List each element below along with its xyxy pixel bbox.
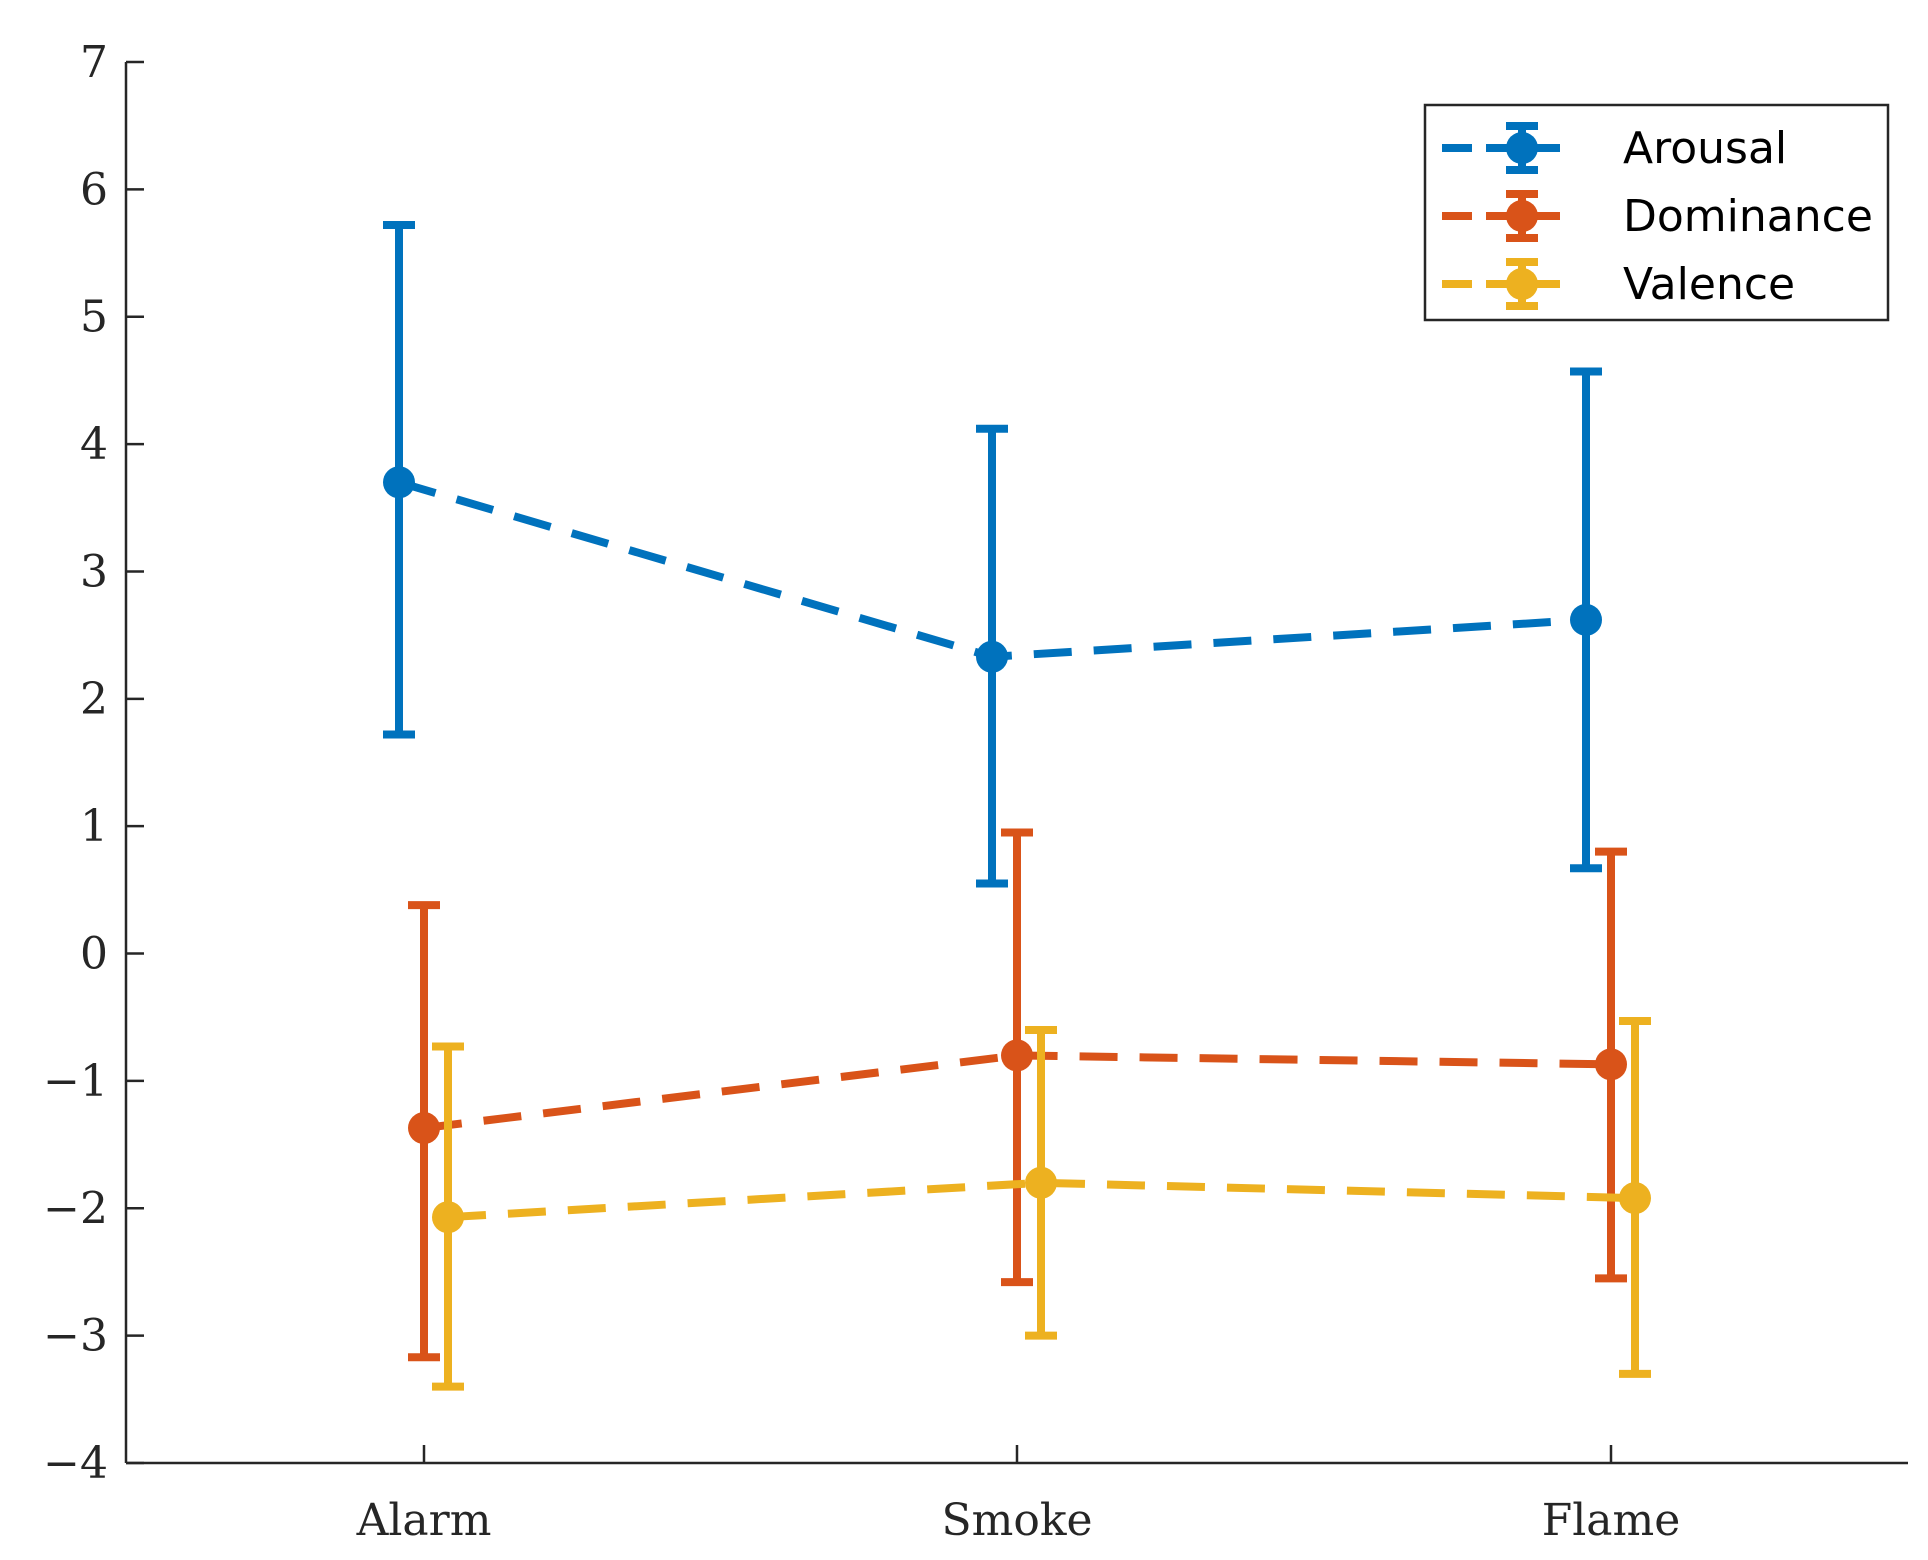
y-tick-label: 6 <box>80 164 108 215</box>
series-arousal <box>383 221 1602 888</box>
data-point <box>432 1201 464 1234</box>
data-point <box>1595 1048 1627 1081</box>
y-tick-label: −1 <box>43 1056 108 1107</box>
y-tick-label: −4 <box>43 1438 108 1489</box>
y-tick-label: 4 <box>80 419 108 470</box>
legend-entry-valence: Valence <box>1442 258 1795 310</box>
series-valence <box>432 1017 1651 1391</box>
legend-marker <box>1506 132 1538 164</box>
y-tick-label: 0 <box>80 929 108 980</box>
legend-entry-arousal: Arousal <box>1442 122 1787 174</box>
legend-marker <box>1506 200 1538 232</box>
y-tick-label: 5 <box>80 292 108 343</box>
x-tick-label: Flame <box>1542 1495 1681 1546</box>
x-tick-label: Smoke <box>941 1495 1092 1546</box>
data-point <box>1001 1039 1033 1072</box>
x-tick-label: Alarm <box>356 1495 492 1546</box>
data-point <box>1570 603 1602 636</box>
y-tick-label: −3 <box>43 1311 108 1362</box>
data-point <box>976 640 1008 673</box>
legend-entry-dominance: Dominance <box>1442 190 1873 242</box>
y-tick-label: 2 <box>80 674 108 725</box>
series-dominance <box>408 828 1627 1362</box>
y-tick-label: 7 <box>80 37 108 88</box>
data-point <box>383 466 415 499</box>
data-point <box>1025 1166 1057 1199</box>
plot-area <box>383 221 1651 1391</box>
legend-label: Valence <box>1623 259 1795 310</box>
legend-label: Dominance <box>1623 191 1873 242</box>
y-tick-label: 1 <box>80 801 108 852</box>
y-tick-label: 3 <box>80 546 108 597</box>
legend-label: Arousal <box>1623 123 1787 174</box>
series-line <box>447 1178 1636 1222</box>
data-point <box>1619 1182 1651 1215</box>
legend: Arousal Dominance Valence <box>1423 103 1890 322</box>
legend-marker <box>1506 268 1538 300</box>
series-line <box>423 1051 1612 1133</box>
data-point <box>408 1112 440 1145</box>
axes: 7 6 5 4 3 2 1 0 −1 −2 −3 −4 Alarm Smoke Flame <box>43 37 1908 1546</box>
y-tick-label: −2 <box>43 1183 108 1234</box>
